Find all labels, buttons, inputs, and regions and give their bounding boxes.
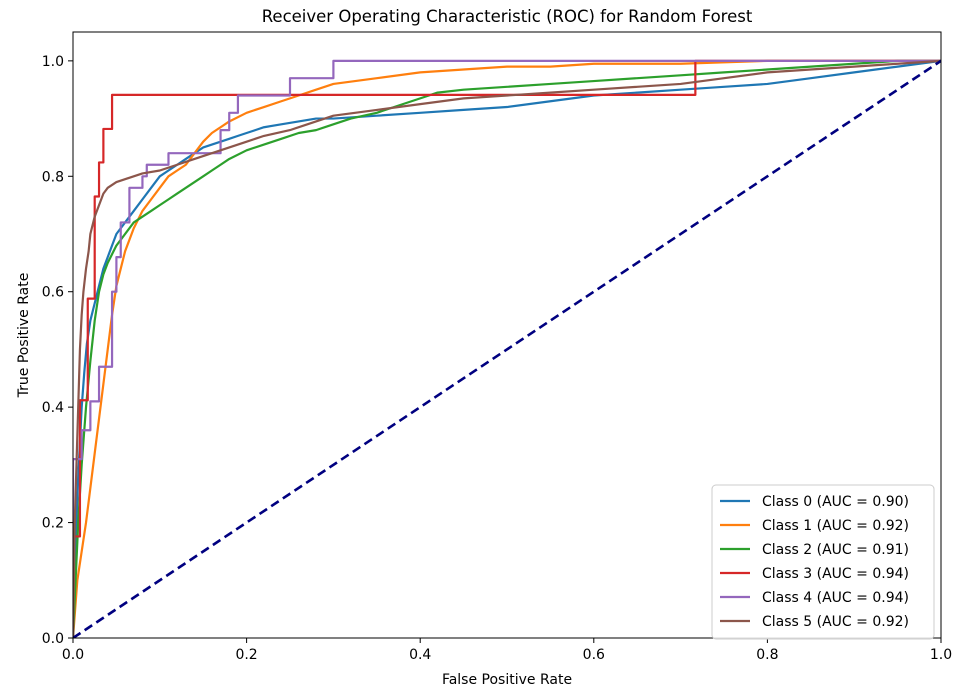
x-tick-label: 0.4 bbox=[409, 647, 431, 663]
x-tick-label: 0.0 bbox=[62, 647, 84, 663]
y-tick-label: 0.4 bbox=[42, 400, 64, 416]
y-axis-label: True Positive Rate bbox=[16, 273, 32, 399]
legend-entry-label: Class 1 (AUC = 0.92) bbox=[762, 518, 909, 534]
reference-diagonal-line bbox=[73, 59, 941, 638]
x-tick-label: 1.0 bbox=[930, 647, 952, 663]
plot-area bbox=[73, 59, 941, 638]
plot-frame bbox=[72, 31, 942, 639]
x-axis-label: False Positive Rate bbox=[442, 672, 572, 688]
y-tick-label: 0.0 bbox=[42, 631, 64, 647]
legend-entry-label: Class 2 (AUC = 0.91) bbox=[762, 542, 909, 558]
legend-entry-label: Class 0 (AUC = 0.90) bbox=[762, 494, 909, 510]
legend-box bbox=[711, 484, 935, 640]
roc-curve-class-5 bbox=[73, 59, 941, 638]
legend-entry-label: Class 4 (AUC = 0.94) bbox=[762, 590, 909, 606]
y-tick-label: 0.8 bbox=[42, 169, 64, 185]
legend-entry-label: Class 5 (AUC = 0.92) bbox=[762, 614, 909, 630]
x-axis-ticks: 0.0 0.2 0.4 0.6 0.8 1.0 bbox=[62, 638, 952, 663]
legend: Class 0 (AUC = 0.90) Class 1 (AUC = 0.92)… bbox=[711, 484, 935, 640]
roc-curve-class-3 bbox=[73, 59, 941, 638]
roc-curve-class-0 bbox=[73, 59, 941, 638]
legend-entry-label: Class 3 (AUC = 0.94) bbox=[762, 566, 909, 582]
roc-curve-class-1 bbox=[73, 59, 941, 638]
x-tick-label: 0.8 bbox=[756, 647, 778, 663]
chart-title: Receiver Operating Characteristic (ROC) … bbox=[262, 7, 753, 26]
x-tick-label: 0.6 bbox=[583, 647, 605, 663]
roc-curve-class-4 bbox=[73, 59, 941, 638]
x-tick-label: 0.2 bbox=[235, 647, 257, 663]
y-tick-label: 0.6 bbox=[42, 285, 64, 301]
y-tick-label: 1.0 bbox=[42, 54, 64, 70]
y-tick-label: 0.2 bbox=[42, 516, 64, 532]
roc-curve-class-2 bbox=[73, 59, 941, 638]
y-axis-ticks: 0.0 0.2 0.4 0.6 0.8 1.0 bbox=[42, 54, 73, 647]
